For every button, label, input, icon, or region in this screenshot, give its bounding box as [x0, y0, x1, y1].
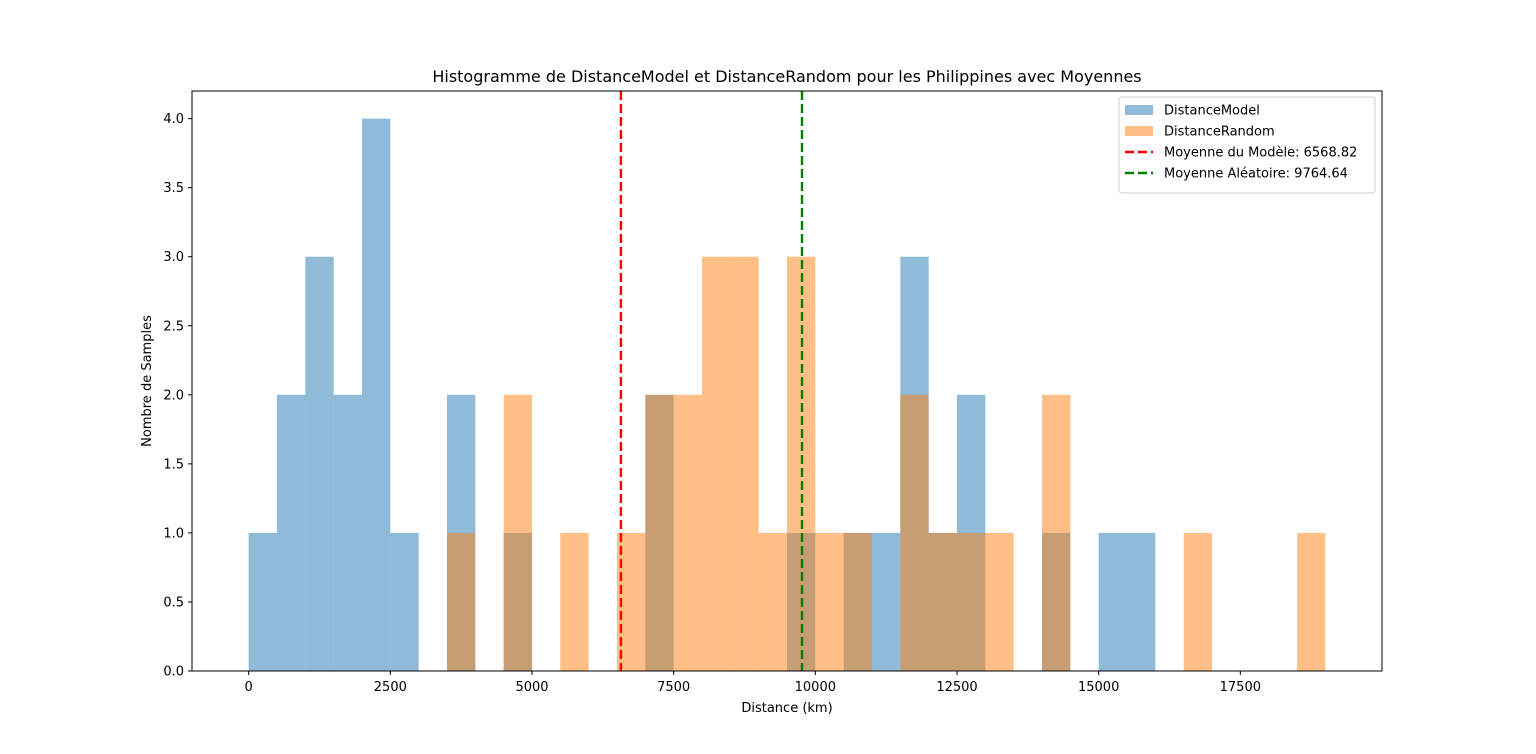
x-tick-label: 12500	[936, 680, 977, 695]
y-tick-label: 0.5	[163, 595, 184, 610]
y-tick-label: 3.0	[163, 250, 184, 265]
x-tick-label: 5000	[515, 680, 548, 695]
histogram-bar	[1098, 532, 1127, 671]
bars-layer	[248, 118, 1326, 672]
x-tick-label: 7500	[657, 680, 690, 695]
legend-entry: Moyenne Aléatoire: 9764.64	[1125, 167, 1348, 182]
legend-swatch	[1125, 126, 1153, 136]
y-tick-label: 0.0	[163, 665, 184, 680]
histogram-bar	[560, 532, 589, 671]
y-tick-label: 1.5	[163, 457, 184, 472]
histogram-bar	[985, 532, 1014, 671]
histogram-bar	[447, 532, 476, 671]
histogram-bar	[1127, 532, 1156, 671]
histogram-bar	[277, 394, 306, 671]
histogram-bar	[305, 256, 334, 671]
histogram-bar	[815, 532, 844, 671]
y-axis-ticks: 0.0 0.5 1.0 1.5 2.0 2.5 3.0 3.5 4.0	[163, 112, 192, 680]
histogram-bar	[730, 256, 759, 671]
histogram-bar	[900, 394, 929, 671]
histogram-bar	[1042, 394, 1071, 671]
legend-swatch	[1125, 105, 1153, 115]
x-axis-ticks: 0 2500 5000 7500 10000 12500 15000 17500	[245, 671, 1261, 695]
y-tick-label: 1.0	[163, 526, 184, 541]
histogram-bar	[333, 394, 362, 671]
mean-lines-layer	[619, 91, 804, 671]
histogram-bar	[673, 394, 702, 671]
y-tick-label: 2.0	[163, 388, 184, 403]
y-tick-label: 4.0	[163, 112, 184, 127]
histogram-bar	[843, 532, 872, 671]
plot-frame	[191, 90, 1383, 672]
legend-entry: DistanceRandom	[1125, 125, 1275, 140]
histogram-bar	[362, 118, 391, 672]
x-tick-label: 10000	[795, 680, 836, 695]
legend-label: Moyenne du Modèle: 6568.82	[1164, 146, 1357, 161]
histogram-bar	[390, 532, 419, 671]
x-tick-label: 17500	[1220, 680, 1261, 695]
x-axis-label: Distance (km)	[741, 701, 832, 716]
series-distancerandom	[447, 256, 1326, 671]
histogram-bar	[248, 532, 277, 671]
histogram-bar	[957, 532, 986, 671]
legend-label: DistanceModel	[1164, 104, 1260, 119]
legend-label: Moyenne Aléatoire: 9764.64	[1164, 167, 1348, 182]
histogram-bar	[928, 532, 957, 671]
histogram-bar	[1183, 532, 1212, 671]
y-axis-label: Nombre de Samples	[140, 315, 155, 447]
legend-box	[1118, 96, 1376, 194]
chart-title: Histogramme de DistanceModel et Distance…	[432, 67, 1141, 86]
x-tick-label: 15000	[1078, 680, 1119, 695]
legend-entry: DistanceModel	[1125, 104, 1260, 119]
legend: DistanceModel DistanceRandom Moyenne du Mo…	[1118, 96, 1376, 194]
histogram-bar	[872, 532, 901, 671]
y-tick-label: 3.5	[163, 181, 184, 196]
histogram-bar	[702, 256, 731, 671]
legend-label: DistanceRandom	[1164, 125, 1275, 140]
x-tick-label: 0	[245, 680, 253, 695]
histogram-bar	[1297, 532, 1326, 671]
y-tick-label: 2.5	[163, 319, 184, 334]
histogram-bar	[645, 394, 674, 671]
histogram-bar	[758, 532, 787, 671]
legend-entry: Moyenne du Modèle: 6568.82	[1125, 146, 1357, 161]
histogram-bar	[503, 394, 532, 671]
x-tick-label: 2500	[374, 680, 407, 695]
